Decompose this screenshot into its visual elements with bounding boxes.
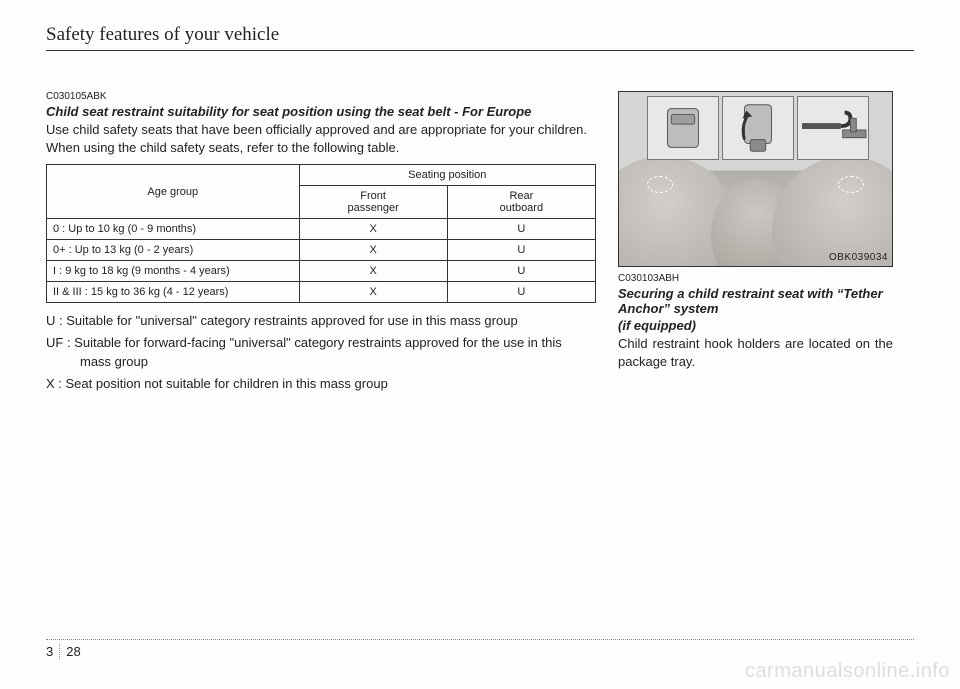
th-front-passenger: Front passenger xyxy=(299,186,447,219)
right-column: OBK039034 C030103ABH Securing a child re… xyxy=(618,91,893,395)
cell-age: 0 : Up to 10 kg (0 - 9 months) xyxy=(47,219,300,240)
cell-rear: U xyxy=(447,240,595,261)
cell-age: I : 9 kg to 18 kg (9 months - 4 years) xyxy=(47,261,300,282)
cell-front: X xyxy=(299,282,447,303)
cell-age: II & III : 15 kg to 36 kg (4 - 12 years) xyxy=(47,282,300,303)
th-seating-position: Seating position xyxy=(299,165,595,186)
inset-hook-strap xyxy=(797,96,869,160)
title-rule xyxy=(46,50,914,51)
legend-uf: UF : Suitable for forward-facing "univer… xyxy=(46,333,596,372)
table-row: 0+ : Up to 13 kg (0 - 2 years) X U xyxy=(47,240,596,261)
left-doc-code: C030105ABK xyxy=(46,91,596,102)
legend: U : Suitable for "universal" category re… xyxy=(46,311,596,393)
watermark: carmanualsonline.info xyxy=(745,660,950,683)
right-subheading-2: (if equipped) xyxy=(618,318,893,333)
section-number: 3 xyxy=(46,644,60,659)
th-rear-outboard: Rear outboard xyxy=(447,186,595,219)
th-age-group: Age group xyxy=(47,165,300,219)
inset-anchor-open xyxy=(722,96,794,160)
legend-x: X : Seat position not suitable for child… xyxy=(46,374,596,394)
table-row: 0 : Up to 10 kg (0 - 9 months) X U xyxy=(47,219,596,240)
anchor-marker-left xyxy=(647,176,673,193)
inset-anchor-cover xyxy=(647,96,719,160)
page-footer: 3 28 xyxy=(46,639,914,659)
cell-rear: U xyxy=(447,282,595,303)
cell-front: X xyxy=(299,240,447,261)
left-subheading: Child seat restraint suitability for sea… xyxy=(46,104,596,119)
section-title: Safety features of your vehicle xyxy=(46,24,914,48)
cell-rear: U xyxy=(447,219,595,240)
right-doc-code: C030103ABH xyxy=(618,273,893,284)
cell-front: X xyxy=(299,219,447,240)
cell-rear: U xyxy=(447,261,595,282)
page-number: 28 xyxy=(66,644,80,659)
suitability-table: Age group Seating position Front passeng… xyxy=(46,164,596,303)
left-column: C030105ABK Child seat restraint suitabil… xyxy=(46,91,596,395)
legend-u: U : Suitable for "universal" category re… xyxy=(46,311,596,331)
table-row: I : 9 kg to 18 kg (9 months - 4 years) X… xyxy=(47,261,596,282)
right-body-text: Child restraint hook holders are located… xyxy=(618,335,893,370)
cell-age: 0+ : Up to 13 kg (0 - 2 years) xyxy=(47,240,300,261)
figure-label: OBK039034 xyxy=(829,252,888,263)
table-row: II & III : 15 kg to 36 kg (4 - 12 years)… xyxy=(47,282,596,303)
tether-anchor-figure: OBK039034 xyxy=(618,91,893,267)
right-subheading-1: Securing a child restraint seat with “Te… xyxy=(618,286,893,316)
seat-back-right xyxy=(772,156,893,267)
left-intro-text: Use child safety seats that have been of… xyxy=(46,121,596,156)
cell-front: X xyxy=(299,261,447,282)
anchor-marker-right xyxy=(838,176,864,193)
